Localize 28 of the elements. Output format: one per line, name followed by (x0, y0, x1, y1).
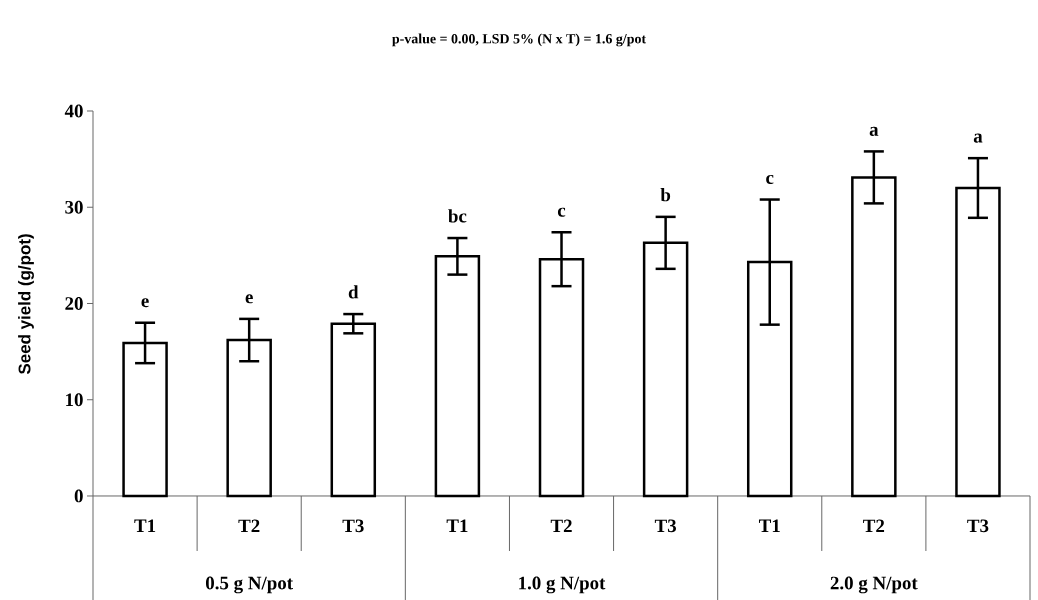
y-tick-label: 30 (65, 200, 83, 214)
annotation: c (766, 174, 774, 185)
text: 0.5 g N/pot (205, 576, 293, 594)
y-axis-title: Seed yield (g/pot) (18, 234, 34, 375)
x-tick-label: T3 (967, 519, 989, 533)
x-tick-label: T3 (342, 519, 364, 533)
y-tick-label: 40 (64, 104, 83, 118)
x-tick-label: T1 (446, 519, 468, 532)
x-tick-label: T3 (654, 519, 677, 533)
y-tick-label: 20 (65, 297, 83, 310)
annotation: d (348, 285, 359, 299)
x-tick-label: T1 (134, 519, 156, 532)
annotation: b (660, 188, 671, 202)
annotation: bc (448, 209, 467, 223)
annotation: a (869, 126, 879, 136)
x-tick-label: T2 (863, 519, 885, 533)
annotation: a (973, 133, 983, 143)
x-tick-label: T2 (550, 519, 572, 533)
chart-title: p-value = 0.00, LSD 5% (N x T) = 1.6 g/pot (392, 33, 647, 47)
annotation: c (557, 207, 566, 217)
annotation: e (245, 294, 253, 304)
y-tick-label: 0 (74, 489, 83, 503)
text: 1.0 g N/pot (519, 576, 606, 594)
annotation: e (141, 298, 149, 308)
y-tick-label: 10 (66, 393, 83, 407)
text: 2.0 g N/pot (830, 576, 918, 594)
x-tick-label: T2 (238, 519, 260, 533)
x-tick-label: T1 (758, 519, 780, 532)
